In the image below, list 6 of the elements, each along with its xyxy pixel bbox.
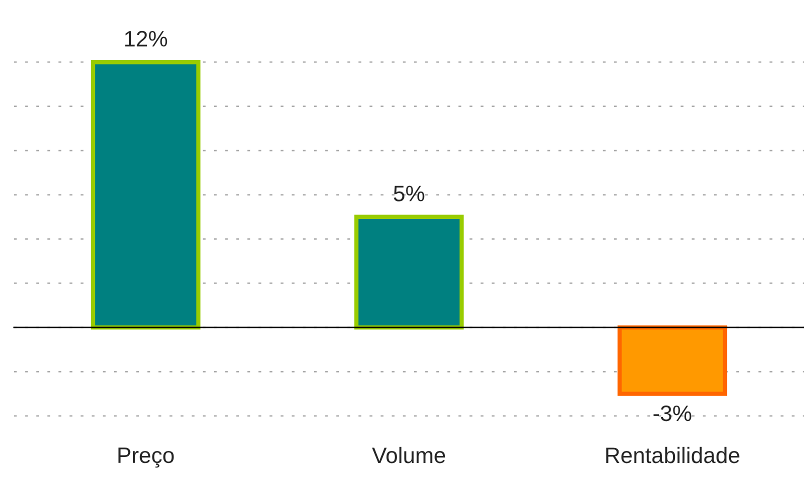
data-label: 12% [125, 30, 168, 47]
data-label: 5% [394, 186, 424, 202]
x-tick-label: Rentabilidade [606, 446, 740, 464]
data-label: -3% [654, 405, 692, 422]
x-tick-label: Preço [118, 448, 174, 468]
x-tick-label: Volume [372, 446, 446, 464]
